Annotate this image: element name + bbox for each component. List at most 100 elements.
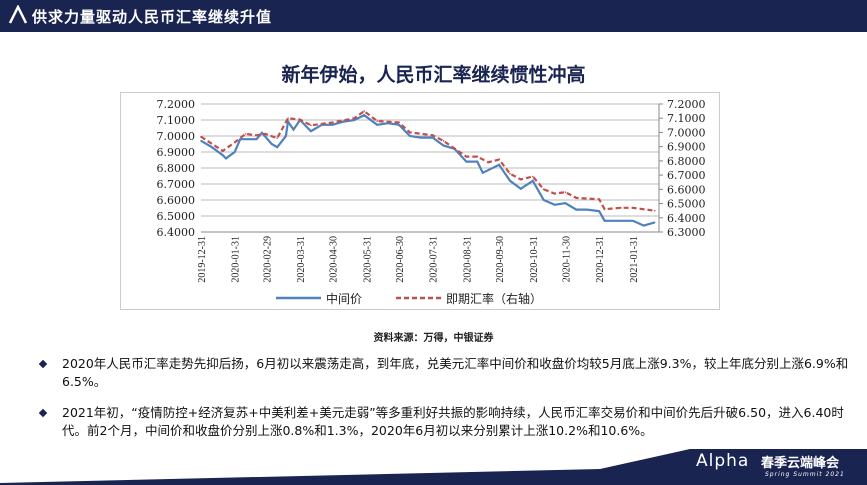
x-tick-label: 2020-08-31 — [462, 236, 473, 283]
data-point — [465, 160, 468, 163]
data-point — [200, 135, 202, 138]
data-point — [509, 172, 511, 175]
data-point — [276, 137, 278, 139]
x-tick-label: 2020-01-31 — [231, 236, 242, 283]
data-point — [520, 178, 522, 181]
y-right-tick-label: 6.7000 — [667, 169, 706, 182]
slide-title: 新年伊始，人民币汇率继续惯性冲高 — [281, 64, 586, 86]
header-bar: 供求力量驱动人民币汇率继续升值 — [0, 0, 867, 32]
data-point — [532, 175, 534, 178]
data-point — [586, 208, 588, 211]
y-right-tick-label: 6.4000 — [667, 212, 706, 225]
data-point — [353, 119, 356, 121]
data-point — [409, 131, 411, 134]
data-point — [498, 164, 500, 166]
data-point — [363, 114, 365, 116]
data-point — [376, 120, 379, 122]
y-right-tick-label: 6.9000 — [667, 141, 706, 154]
data-point — [520, 188, 522, 190]
data-point — [487, 161, 490, 164]
x-tick-label: 2020-03-31 — [296, 236, 307, 283]
x-tick-label: 2021-01-31 — [629, 236, 640, 283]
y-right-tick-label: 6.8000 — [667, 155, 706, 168]
data-point — [653, 209, 656, 212]
x-tick-label: 2020-11-30 — [561, 236, 572, 282]
x-tick-label: 2020-12-31 — [595, 236, 606, 283]
data-point — [614, 220, 617, 222]
y-right-tick-label: 7.1000 — [667, 112, 706, 125]
data-point — [264, 133, 266, 135]
data-point — [376, 124, 379, 126]
y-left-tick-label: 6.6000 — [157, 194, 196, 207]
data-point — [353, 117, 356, 120]
y-left-tick-label: 6.4000 — [157, 226, 196, 239]
source-note: 资料来源：万得，中银证券 — [373, 333, 494, 344]
bullet-1: 2020年人民币汇率走势先抑后扬，6月初以来震荡走高，到年底，兑美元汇率中间价和… — [38, 355, 850, 391]
data-point — [261, 132, 263, 134]
data-point — [310, 130, 312, 132]
data-point — [331, 121, 334, 124]
data-point — [233, 141, 236, 144]
legend-label-mid: 中间价 — [326, 291, 362, 306]
y-right-tick-label: 6.6000 — [667, 183, 706, 196]
data-point — [620, 207, 622, 209]
data-point — [244, 133, 247, 135]
data-point — [431, 134, 434, 137]
data-point — [603, 208, 606, 211]
data-point — [653, 221, 656, 224]
data-point — [292, 128, 295, 131]
x-tick-label: 2020-10-31 — [529, 236, 540, 283]
data-point — [532, 180, 534, 182]
data-point — [419, 136, 422, 139]
data-point — [598, 198, 600, 201]
data-point — [575, 197, 578, 199]
data-point — [498, 158, 500, 161]
x-tick-label: 2020-07-31 — [429, 236, 440, 283]
data-point — [564, 191, 567, 193]
x-tick-label: 2020-05-31 — [362, 236, 373, 283]
data-point — [632, 207, 634, 209]
data-point — [255, 138, 258, 140]
data-point — [642, 224, 645, 227]
data-point — [542, 199, 545, 201]
data-point — [276, 146, 278, 148]
x-tick-label: 2019-12-31 — [197, 236, 208, 283]
data-point — [603, 220, 606, 222]
data-point — [200, 140, 202, 142]
data-point — [285, 135, 287, 137]
data-point — [287, 117, 289, 120]
data-point — [225, 157, 227, 160]
bullet-text: 2021年初，“疫情防控+经济复苏+中美利差+美元走弱”等多重利好共振的影响持续… — [62, 405, 844, 438]
y-left-tick-label: 7.1000 — [157, 114, 196, 127]
legend-label-spot: 即期汇率（右轴） — [446, 291, 542, 306]
exchange-rate-chart: 7.2000 7.1000 7.0000 6.9000 6.8000 6.7000 6.60… — [120, 92, 720, 310]
data-point — [553, 192, 556, 195]
data-point — [239, 138, 241, 140]
data-point — [398, 121, 400, 124]
y-left-tick-label: 7.2000 — [157, 98, 196, 111]
data-point — [476, 160, 479, 163]
data-point — [287, 120, 289, 123]
y-left-tick-label: 6.8000 — [157, 162, 196, 175]
series-line-spot — [200, 109, 655, 212]
bullet-text: 2020年人民币汇率走势先抑后扬，6月初以来震荡走高，到年底，兑美元汇率中间价和… — [62, 356, 849, 389]
data-point — [442, 140, 445, 142]
x-tick-label: 2020-02-29 — [262, 236, 273, 283]
data-point — [409, 135, 411, 137]
data-point — [542, 188, 545, 191]
data-point — [564, 202, 567, 204]
diamond-bullet-icon — [38, 359, 48, 369]
data-point — [575, 208, 578, 211]
bullet-2: 2021年初，“疫情防控+经济复苏+中美利差+美元走弱”等多重利好共振的影响持续… — [38, 404, 850, 440]
data-point — [632, 220, 634, 222]
data-point — [221, 154, 224, 156]
data-point — [342, 120, 345, 123]
x-tick-label: 2020-06-30 — [395, 236, 406, 283]
brand-cn: 春季云端峰会 — [761, 456, 840, 471]
data-point — [211, 146, 213, 148]
data-point — [255, 134, 258, 137]
data-point — [553, 204, 556, 206]
diamond-bullet-icon — [38, 408, 48, 418]
data-point — [299, 118, 301, 121]
alpha-logo-icon — [8, 5, 28, 24]
